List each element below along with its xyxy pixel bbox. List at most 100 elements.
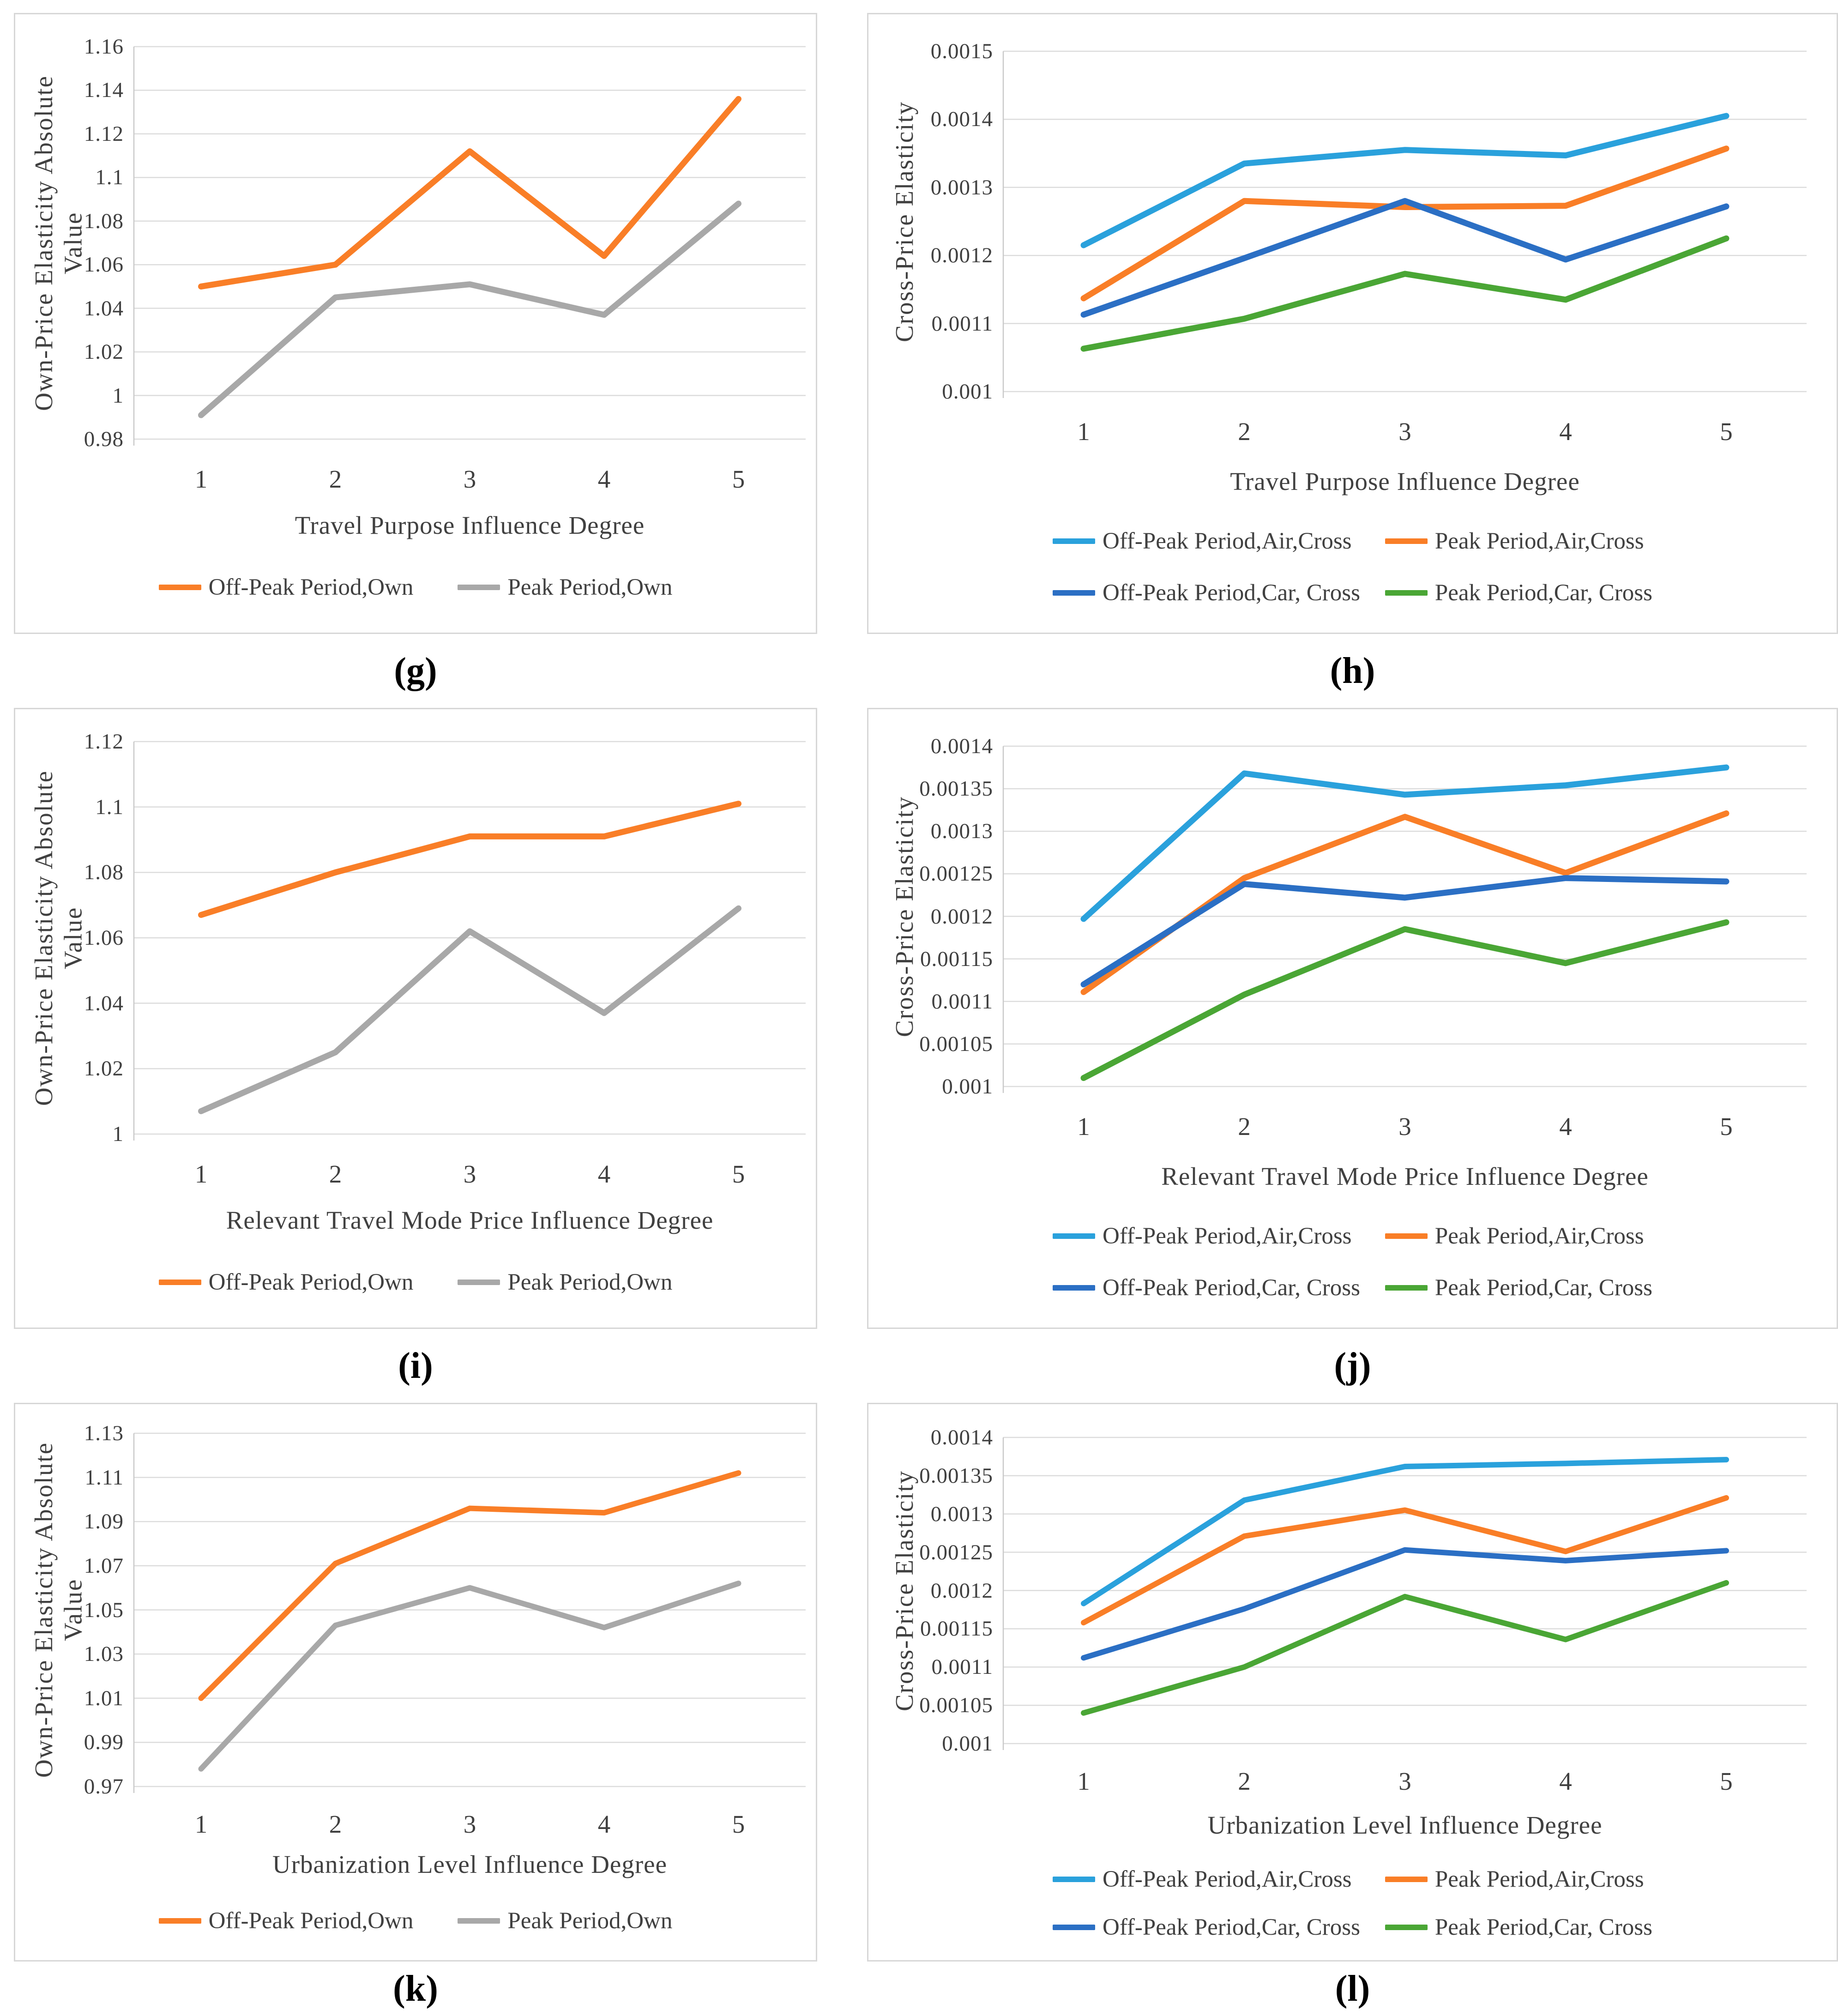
chart-canvas-g	[133, 46, 806, 446]
y-tick-label: 1.02	[84, 1056, 124, 1081]
x-tick-label: 2	[1238, 1112, 1251, 1141]
y-tick-label: 1.09	[84, 1509, 124, 1534]
x-tick-label: 2	[329, 1160, 342, 1188]
series-line-orange	[1081, 1495, 1729, 1626]
x-tick-label: 1	[1077, 1112, 1090, 1141]
legend-item: Off-Peak Period,Own	[158, 1269, 413, 1296]
series-line-gray	[198, 905, 741, 1114]
chart-legend: Off-Peak Period,Own Peak Period,Own	[15, 1269, 816, 1296]
x-tick-label: 4	[597, 465, 611, 493]
legend-label: Peak Period,Own	[507, 1269, 673, 1295]
y-tick-label: 1	[112, 1122, 124, 1146]
legend-item: Off-Peak Period,Car, Cross	[1052, 1274, 1360, 1301]
x-tick-label: 2	[1238, 417, 1251, 446]
series-line-orange	[198, 801, 741, 918]
legend-line-swatch-gray	[458, 1918, 500, 1924]
x-tick-label: 5	[1720, 1767, 1733, 1795]
legend-label: Peak Period,Car, Cross	[1434, 580, 1652, 606]
figure-cell-h: Cross-Price Elasticity Travel Purpose In…	[867, 13, 1838, 708]
chart-panel-i: Own-Price Elasticity Absolute Value Rele…	[14, 708, 817, 1329]
x-axis-title: Urbanization Level Influence Degree	[1207, 1811, 1603, 1839]
x-tick-label: 3	[1398, 1112, 1411, 1141]
x-axis-title: Urbanization Level Influence Degree	[272, 1850, 667, 1878]
x-tick-label: 4	[1559, 417, 1572, 446]
legend-line-swatch-darkblue	[1052, 590, 1095, 596]
x-tick-label: 2	[1238, 1767, 1251, 1795]
legend-label: Off-Peak Period,Car, Cross	[1102, 1914, 1360, 1940]
x-tick-label: 3	[1398, 1767, 1411, 1795]
x-axis-title: Travel Purpose Influence Degree	[1230, 467, 1580, 495]
legend-item: Peak Period,Car, Cross	[1385, 1274, 1652, 1301]
y-tick-label: 0.00105	[919, 1032, 993, 1056]
y-tick-label: 1.1	[95, 165, 124, 190]
y-tick-label: 0.0013	[930, 175, 993, 199]
x-tick-label: 5	[1720, 417, 1733, 446]
chart-canvas-j	[1002, 745, 1807, 1093]
legend-item: Peak Period,Car, Cross	[1385, 1914, 1652, 1941]
y-axis-title: Own-Price Elasticity Absolute Value	[30, 75, 87, 411]
x-tick-label: 1	[194, 1160, 208, 1188]
chart-legend: Off-Peak Period,Air,Cross Peak Period,Air…	[868, 1223, 1837, 1301]
y-tick-label: 1.11	[84, 1465, 124, 1490]
chart-legend: Off-Peak Period,Air,Cross Peak Period,Air…	[868, 528, 1837, 606]
legend-label: Off-Peak Period,Air,Cross	[1102, 1223, 1352, 1249]
legend-line-swatch-lightblue	[1052, 1233, 1095, 1239]
series-line-lightblue	[1081, 1457, 1729, 1606]
series-line-orange	[198, 96, 741, 290]
y-tick-label: 1.06	[84, 926, 124, 950]
y-tick-label: 1.02	[84, 340, 124, 364]
x-tick-label: 4	[597, 1160, 611, 1188]
x-tick-label: 2	[329, 465, 342, 493]
legend-label: Peak Period,Air,Cross	[1434, 1866, 1644, 1892]
legend-label: Peak Period,Car, Cross	[1434, 1914, 1652, 1940]
x-tick-label: 1	[1077, 417, 1090, 446]
x-axis-title: Relevant Travel Mode Price Influence Deg…	[1161, 1162, 1649, 1190]
figure-row-2: Own-Price Elasticity Absolute Value Rele…	[14, 708, 1838, 1403]
y-tick-label: 1.08	[84, 860, 124, 885]
x-tick-label: 5	[732, 465, 745, 493]
legend-label: Off-Peak Period,Air,Cross	[1102, 528, 1352, 554]
legend-line-swatch-orange	[158, 1280, 201, 1285]
series-line-lightblue	[1080, 113, 1730, 248]
y-tick-label: 0.0015	[930, 39, 993, 63]
y-tick-label: 1.07	[84, 1553, 124, 1578]
y-tick-label: 0.00125	[919, 1540, 993, 1564]
y-tick-label: 0.0014	[930, 107, 993, 132]
y-tick-label: 0.00135	[919, 1463, 993, 1488]
chart-caption-g: (g)	[394, 650, 437, 691]
chart-canvas-h	[1002, 50, 1807, 398]
x-tick-label: 1	[1077, 1767, 1090, 1795]
chart-canvas-l	[1002, 1437, 1807, 1750]
legend-item: Peak Period,Car, Cross	[1385, 579, 1652, 606]
y-axis-title: Cross-Price Elasticity	[890, 101, 918, 342]
legend-label: Off-Peak Period,Car, Cross	[1102, 1275, 1360, 1301]
x-tick-label: 4	[1559, 1767, 1572, 1795]
y-tick-label: 1	[112, 383, 124, 408]
y-tick-label: 0.00115	[920, 1617, 993, 1641]
y-tick-label: 0.001	[942, 380, 993, 404]
y-tick-label: 0.00105	[919, 1693, 993, 1718]
legend-line-swatch-lightblue	[1052, 1877, 1095, 1882]
legend-line-swatch-green	[1385, 590, 1428, 596]
y-tick-label: 1.13	[84, 1421, 124, 1445]
figure-cell-l: Cross-Price Elasticity Urbanization Leve…	[867, 1403, 1838, 2016]
y-tick-label: 0.0011	[931, 1655, 993, 1679]
figure-row-1: Own-Price Elasticity Absolute Value Trav…	[14, 0, 1838, 708]
legend-line-swatch-orange	[158, 1918, 201, 1924]
legend-line-swatch-green	[1385, 1285, 1428, 1291]
chart-caption-i: (i)	[398, 1345, 433, 1386]
x-tick-label: 5	[732, 1810, 745, 1838]
y-tick-label: 1.12	[84, 730, 124, 754]
y-tick-label: 0.0013	[930, 819, 993, 844]
legend-item: Peak Period,Own	[458, 574, 672, 601]
x-tick-label: 2	[329, 1810, 342, 1838]
chart-panel-k: Own-Price Elasticity Absolute Value Urba…	[14, 1403, 817, 1962]
y-tick-label: 0.98	[84, 427, 124, 451]
y-tick-label: 0.0012	[930, 1578, 993, 1603]
legend-line-swatch-orange	[158, 585, 201, 590]
legend-line-swatch-darkblue	[1052, 1285, 1095, 1291]
x-tick-label: 5	[732, 1160, 745, 1188]
series-line-orange	[1080, 810, 1730, 995]
figure-cell-g: Own-Price Elasticity Absolute Value Trav…	[14, 13, 817, 708]
